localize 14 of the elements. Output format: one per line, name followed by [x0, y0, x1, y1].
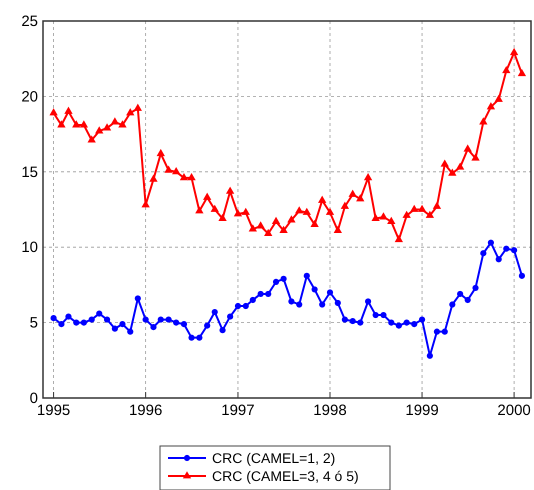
y-tick-label: 25: [21, 13, 38, 30]
x-tick-label: 1998: [313, 402, 347, 419]
x-tick-label: 1997: [221, 402, 255, 419]
legend-label: CRC (CAMEL=1, 2): [212, 450, 336, 466]
x-tick-label: 2000: [497, 402, 531, 419]
x-tick-label: 1995: [36, 402, 70, 419]
y-tick-label: 0: [30, 390, 38, 407]
y-tick-label: 20: [21, 88, 38, 106]
y-tick-label: 5: [30, 314, 38, 332]
x-tick-label: 1999: [405, 402, 439, 419]
legend-label: CRC (CAMEL=3, 4 ó 5): [212, 468, 359, 484]
y-tick-label: 10: [21, 239, 38, 256]
x-tick-label: 1996: [128, 402, 162, 419]
y-tick-label: 15: [21, 164, 38, 181]
